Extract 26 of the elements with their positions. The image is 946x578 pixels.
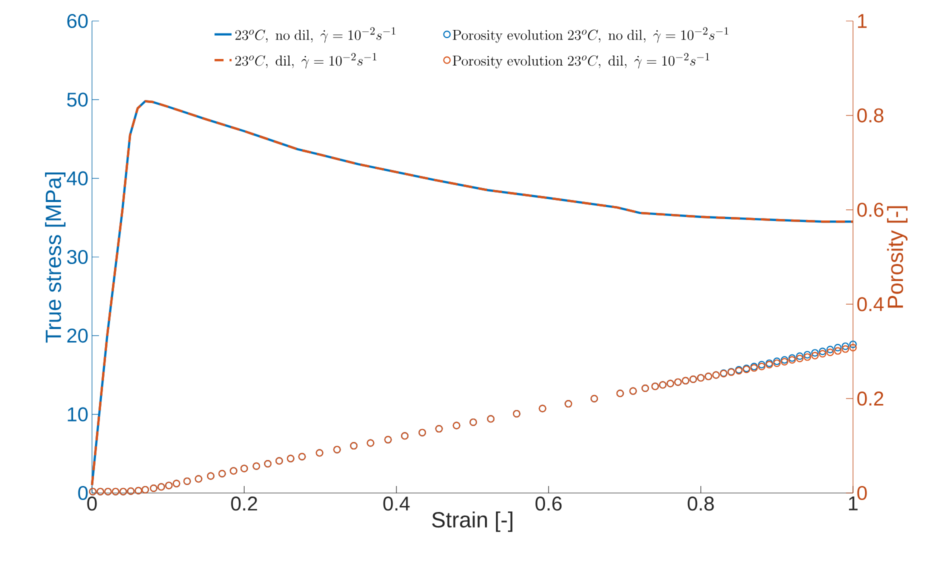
- x-tick-label: 0: [87, 496, 97, 511]
- y-tick-label: 50: [67, 92, 88, 107]
- x-tick-label: 0.8: [688, 496, 714, 511]
- x-tick-label: 0.2: [231, 496, 258, 511]
- x-tick-label: 1: [848, 496, 858, 510]
- y2-tick-label: 0.6: [857, 202, 884, 217]
- x-axis-title: Strain [-]: [432, 511, 512, 532]
- x-tick-label: 0.6: [536, 496, 562, 511]
- y-tick-label: 40: [66, 171, 88, 186]
- y-tick-label: 30: [67, 250, 88, 264]
- legend-label: $\mathrm{Porosity\ evolution\ }23^oC,\ \mathrm{no\ dil},\ \dot{\gamma}=10^{-2}s^{-1}$: [452, 27, 728, 43]
- y-tick-label: 0: [78, 486, 88, 500]
- x-tick-label: 0.4: [383, 496, 410, 511]
- y2-tick-label: 0.4: [857, 297, 884, 312]
- y2-axis-title: Porosity [-]: [887, 206, 908, 308]
- legend-label: $23^oC,\ \mathrm{dil},\ \dot{\gamma}=10^{-2}s^{-1}$: [235, 53, 376, 69]
- y2-tick-label: 0.2: [857, 392, 884, 406]
- legend-label: $23^oC,\ \mathrm{no\ dil},\ \dot{\gamma}=10^{-2}s^{-1}$: [235, 27, 396, 43]
- y-tick-label: 20: [67, 328, 88, 343]
- y2-tick-label: 0: [857, 486, 867, 500]
- legend-label: $\mathrm{Porosity\ evolution\ }23^oC,\ \mathrm{dil},\ \dot{\gamma}=10^{-2}s^{-1}$: [452, 53, 710, 69]
- y-tick-label: 60: [67, 14, 88, 28]
- y-tick-label: 10: [68, 407, 88, 422]
- y-axis-title: True stress [MPa]: [45, 172, 66, 343]
- y2-tick-label: 1: [858, 14, 867, 28]
- y2-tick-label: 0.8: [857, 108, 884, 122]
